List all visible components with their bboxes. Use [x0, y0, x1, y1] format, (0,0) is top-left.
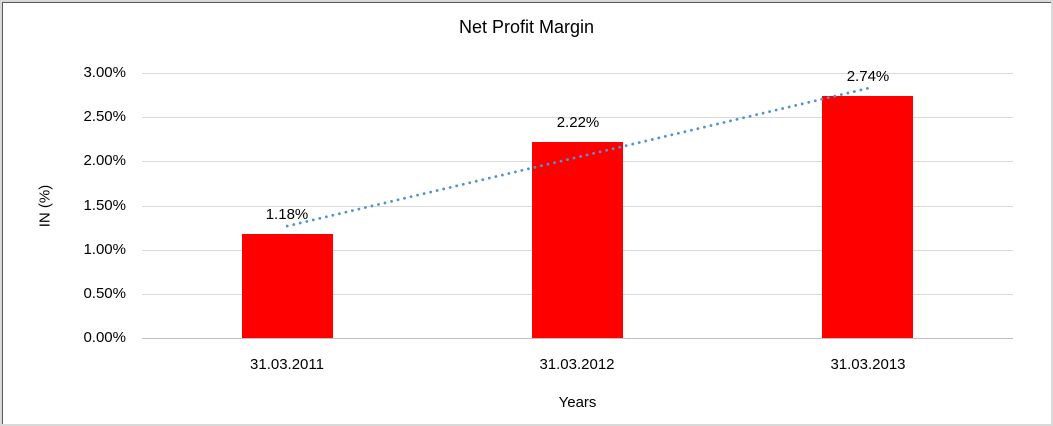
- chart-title: Net Profit Margin: [458, 17, 595, 37]
- y-tick-label: 0.50%: [83, 285, 126, 302]
- y-tick-label: 3.00%: [83, 64, 126, 81]
- x-axis-title: Years: [558, 394, 597, 411]
- x-tick-label: 31.03.2013: [830, 356, 906, 373]
- y-axis-title: IN (%): [36, 184, 54, 228]
- bar-value-label: 1.18%: [265, 206, 309, 223]
- x-tick-label: 31.03.2012: [539, 356, 615, 373]
- y-tick-label: 0.00%: [83, 329, 126, 346]
- y-tick-label: 1.50%: [83, 197, 126, 214]
- x-axis-line: [142, 338, 1013, 339]
- bar-31.03.2012: [532, 142, 623, 338]
- y-tick-label: 2.50%: [83, 108, 126, 125]
- y-tick-label: 1.00%: [83, 241, 126, 258]
- bar-value-label: 2.74%: [846, 68, 890, 85]
- bar-31.03.2011: [242, 234, 333, 338]
- bar-value-label: 2.22%: [556, 114, 600, 131]
- x-tick-label: 31.03.2011: [250, 356, 324, 373]
- y-tick-label: 2.00%: [83, 152, 126, 169]
- y-gridline: [142, 73, 1013, 74]
- bar-31.03.2013: [822, 96, 913, 338]
